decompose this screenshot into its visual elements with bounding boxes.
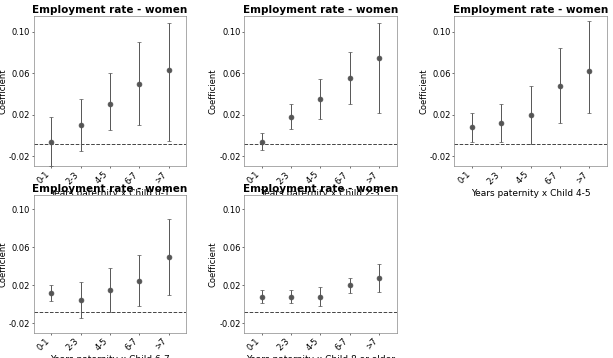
Y-axis label: Coefficient: Coefficient — [419, 68, 428, 114]
Title: Employment rate - women: Employment rate - women — [32, 184, 188, 194]
X-axis label: Years paternity x Child 8 or older: Years paternity x Child 8 or older — [246, 355, 395, 358]
Title: Employment rate - women: Employment rate - women — [453, 5, 608, 15]
Title: Employment rate - women: Employment rate - women — [243, 184, 398, 194]
Title: Employment rate - women: Employment rate - women — [243, 5, 398, 15]
X-axis label: Years paternity x Child 2-3: Years paternity x Child 2-3 — [261, 189, 380, 198]
X-axis label: Years paternity x Child 0-1: Years paternity x Child 0-1 — [50, 189, 170, 198]
Title: Employment rate - women: Employment rate - women — [32, 5, 188, 15]
X-axis label: Years paternity x Child 4-5: Years paternity x Child 4-5 — [471, 189, 590, 198]
Y-axis label: Coefficient: Coefficient — [209, 241, 218, 287]
Y-axis label: Coefficient: Coefficient — [0, 241, 7, 287]
Y-axis label: Coefficient: Coefficient — [209, 68, 218, 114]
Y-axis label: Coefficient: Coefficient — [0, 68, 7, 114]
X-axis label: Years paternity x Child 6-7: Years paternity x Child 6-7 — [50, 355, 170, 358]
